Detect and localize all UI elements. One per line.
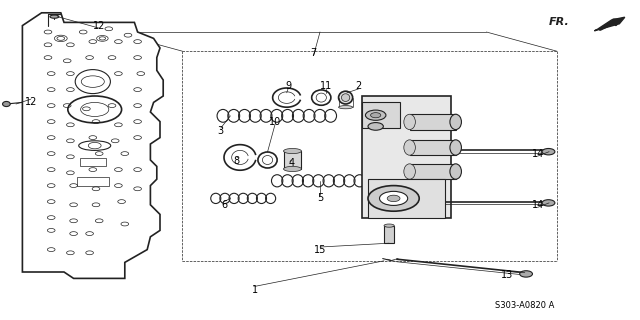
- Text: 12: 12: [93, 20, 106, 31]
- Bar: [368, 179, 445, 218]
- Ellipse shape: [404, 164, 415, 179]
- Ellipse shape: [339, 91, 353, 104]
- Text: 14: 14: [531, 148, 544, 159]
- Circle shape: [542, 200, 555, 206]
- Circle shape: [520, 271, 532, 277]
- Bar: [362, 102, 400, 128]
- Text: 9: 9: [285, 81, 291, 92]
- Polygon shape: [22, 13, 163, 278]
- Text: 15: 15: [314, 245, 326, 255]
- Circle shape: [371, 113, 381, 118]
- Bar: [284, 151, 301, 169]
- Circle shape: [368, 123, 383, 130]
- Bar: [384, 226, 394, 243]
- Ellipse shape: [339, 106, 353, 109]
- Text: 6: 6: [221, 200, 227, 210]
- Ellipse shape: [404, 140, 415, 155]
- Text: 4: 4: [288, 158, 294, 168]
- Ellipse shape: [284, 166, 301, 172]
- Text: 10: 10: [269, 116, 282, 127]
- Text: 1: 1: [252, 284, 258, 295]
- Ellipse shape: [284, 148, 301, 154]
- Bar: [77, 177, 109, 186]
- Text: FR.: FR.: [549, 17, 570, 28]
- Circle shape: [387, 195, 400, 202]
- Bar: [410, 140, 456, 155]
- Bar: [410, 114, 456, 130]
- Circle shape: [368, 186, 419, 211]
- Text: 8: 8: [234, 156, 240, 166]
- Text: 12: 12: [24, 97, 37, 108]
- Ellipse shape: [3, 101, 10, 107]
- Bar: [80, 158, 106, 166]
- Circle shape: [365, 110, 386, 120]
- Text: 13: 13: [500, 269, 513, 280]
- Ellipse shape: [450, 114, 461, 130]
- Text: 2: 2: [355, 81, 362, 92]
- Ellipse shape: [404, 114, 415, 130]
- Text: 14: 14: [531, 200, 544, 210]
- Text: 11: 11: [320, 81, 333, 92]
- Circle shape: [380, 191, 408, 205]
- Ellipse shape: [450, 164, 461, 179]
- Polygon shape: [595, 17, 625, 31]
- Ellipse shape: [450, 140, 461, 155]
- Text: S303-A0820 A: S303-A0820 A: [495, 301, 554, 310]
- Bar: [410, 164, 456, 179]
- Circle shape: [542, 148, 555, 155]
- Text: 3: 3: [218, 126, 224, 136]
- Text: 5: 5: [317, 193, 323, 204]
- Ellipse shape: [50, 15, 59, 18]
- Text: 7: 7: [310, 48, 317, 58]
- Ellipse shape: [384, 224, 394, 227]
- Bar: [362, 96, 451, 218]
- Ellipse shape: [342, 94, 350, 101]
